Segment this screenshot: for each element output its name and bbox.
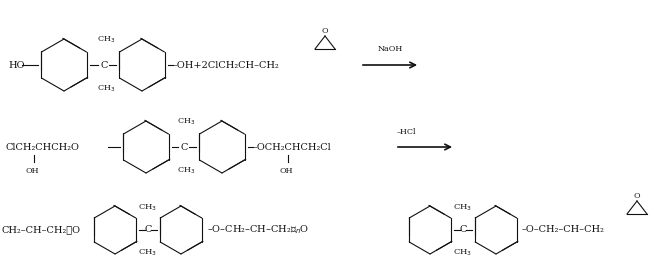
- Text: C: C: [100, 60, 108, 70]
- Text: C: C: [460, 226, 467, 235]
- Text: CH$_3$: CH$_3$: [138, 202, 158, 213]
- Text: C: C: [180, 142, 188, 152]
- Text: HO: HO: [8, 60, 25, 70]
- Text: O: O: [322, 27, 329, 35]
- Text: –O–CH₂–CH–CH₂: –O–CH₂–CH–CH₂: [522, 226, 605, 235]
- Text: CH$_3$: CH$_3$: [97, 34, 115, 45]
- Text: –OCH₂CHCH₂Cl: –OCH₂CHCH₂Cl: [253, 142, 332, 152]
- Text: CH$_3$: CH$_3$: [138, 247, 158, 257]
- Text: CH₂–CH–CH₂❁O: CH₂–CH–CH₂❁O: [2, 226, 81, 235]
- Text: OH: OH: [279, 167, 293, 175]
- Text: O: O: [634, 192, 640, 200]
- Text: CH$_3$: CH$_3$: [177, 117, 195, 127]
- Text: –HCl: –HCl: [397, 128, 416, 136]
- Text: CH$_3$: CH$_3$: [454, 247, 473, 257]
- Text: C: C: [144, 226, 152, 235]
- Text: NaOH: NaOH: [377, 45, 402, 53]
- Text: CH$_3$: CH$_3$: [454, 202, 473, 213]
- Text: –O–CH₂–CH–CH₂❁$_n$O: –O–CH₂–CH–CH₂❁$_n$O: [207, 224, 309, 236]
- Text: –OH+2ClCH₂CH–CH₂: –OH+2ClCH₂CH–CH₂: [173, 60, 280, 70]
- Text: CH$_3$: CH$_3$: [97, 83, 115, 94]
- Text: OH: OH: [25, 167, 39, 175]
- Text: CH$_3$: CH$_3$: [177, 165, 195, 175]
- Text: ClCH₂CHCH₂O: ClCH₂CHCH₂O: [5, 142, 79, 152]
